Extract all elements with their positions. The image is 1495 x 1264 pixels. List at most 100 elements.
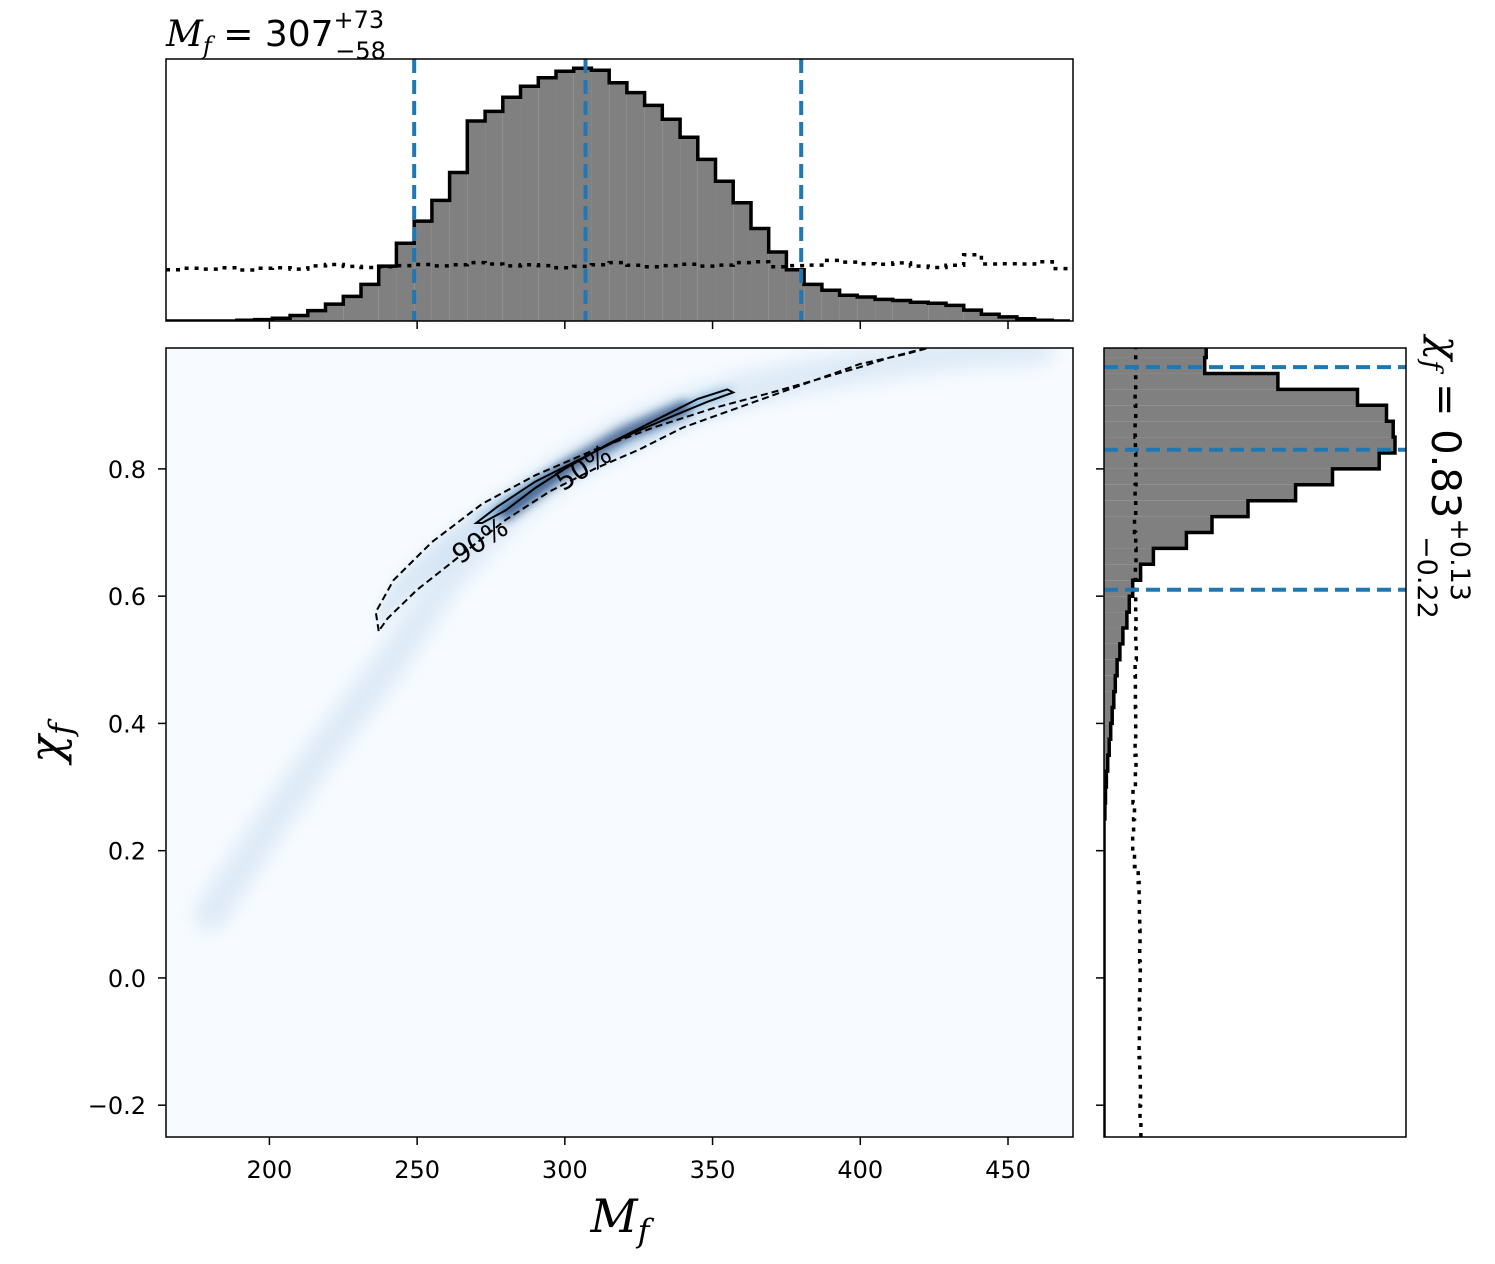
mf-posterior-bar [414, 221, 432, 321]
mf-posterior-bar [892, 300, 911, 321]
y-tick-label: −0.2 [88, 1092, 146, 1120]
y-axis-label: χf [19, 718, 80, 766]
chi-posterior-bar [1104, 452, 1380, 469]
joint-panel: 90%50% 200 250 300 350 400 450 −0.20.00.20.40… [19, 347, 1074, 1250]
mf-posterior-bar [307, 310, 326, 321]
mf-posterior-bar [662, 119, 681, 321]
mf-posterior-bar [981, 314, 1000, 321]
x-tick-label: 400 [837, 1156, 883, 1184]
mf-posterior-bar [290, 315, 308, 321]
mf-posterior-bar [644, 105, 663, 321]
chi-posterior-bar [1104, 612, 1127, 628]
mf-posterior-bar [360, 284, 379, 321]
x-axis-label: Mf [590, 1189, 655, 1250]
chi-posterior-outline [1104, 348, 1397, 1137]
mf-posterior-bar [343, 296, 361, 321]
mf-posterior-bar [555, 71, 574, 321]
chi-posterior-bar [1104, 564, 1141, 581]
x-tick-label: 200 [246, 1156, 292, 1184]
mf-posterior-bar [538, 77, 556, 321]
chi-posterior-bar [1104, 580, 1133, 597]
mf-posterior-bar [804, 284, 822, 321]
joint-y-ticks: −0.2 0.0 0.2 0.4 0.6 0.8 [88, 456, 166, 1120]
chi-posterior-bar [1104, 421, 1394, 438]
chi-posterior-bar [1104, 405, 1387, 422]
mf-posterior-bar [910, 302, 929, 321]
mf-posterior-outline [166, 66, 1070, 321]
mf-posterior-bar [839, 295, 858, 321]
chi-posterior-bar [1104, 691, 1114, 708]
mf-posterior-bar [715, 181, 734, 321]
mf-posterior-bar [325, 304, 344, 321]
mf-posterior-bar [396, 243, 415, 321]
chi-posterior-bar [1104, 373, 1278, 390]
mf-posterior-bar [999, 316, 1017, 321]
mf-posterior-bar [928, 303, 946, 321]
mf-posterior-bar [520, 86, 539, 321]
chi-posterior-bar [1104, 548, 1154, 565]
mf-posterior-bar [821, 290, 840, 321]
mf-marginal-ticks [268, 321, 1009, 329]
joint-x-ticks: 200 250 300 350 400 450 [246, 1137, 1031, 1184]
chi-posterior-bar [1104, 627, 1123, 644]
chi-marginal-title: χf = 0.83+0.13−0.22 [1411, 333, 1475, 619]
contour-90pct [374, 348, 929, 634]
mf-histogram [166, 59, 1070, 321]
mf-posterior-bar [733, 202, 751, 321]
mf-posterior-bar [431, 200, 450, 321]
x-tick-label: 250 [394, 1156, 440, 1184]
mf-marginal-panel: Mf = 307+73 −58 [165, 6, 1074, 329]
chi-marginal-panel: χf = 0.83+0.13−0.22 [1096, 333, 1475, 1138]
mf-posterior-bar [945, 305, 964, 321]
chi-posterior-bar [1104, 739, 1110, 756]
chi-posterior-bar [1104, 348, 1207, 358]
mf-posterior-bar [963, 310, 982, 321]
y-tick-label: 0.6 [108, 583, 146, 611]
contour-50pct [473, 388, 736, 524]
chi-posterior-bar [1104, 643, 1120, 660]
mf-posterior-bar [697, 159, 716, 321]
chi-posterior-bar [1104, 707, 1113, 724]
chi-posterior-bar [1104, 500, 1248, 517]
y-tick-label: 0.0 [108, 965, 146, 993]
mf-posterior-bar [609, 82, 627, 321]
chi-prior-outline [1130, 348, 1143, 1137]
mf-posterior-bar [378, 266, 397, 321]
mf-posterior-bar [502, 97, 521, 321]
chi-posterior-bar [1104, 389, 1358, 406]
chi-posterior-bar [1104, 723, 1111, 740]
chi-posterior-bar [1104, 532, 1187, 549]
y-tick-label: 0.2 [108, 838, 146, 866]
chi-posterior-bar [1104, 596, 1130, 613]
mf-posterior-bar [768, 251, 787, 321]
chi-posterior-bar [1104, 675, 1116, 692]
joint-panel-background [166, 348, 1073, 1137]
mf-posterior-bar [467, 120, 486, 321]
chi-posterior-bar [1104, 516, 1212, 533]
mf-posterior-bar [485, 111, 503, 321]
chi-marginal-frame [1103, 347, 1407, 1138]
x-tick-label: 350 [690, 1156, 736, 1184]
y-tick-label: 0.4 [108, 710, 146, 738]
chi-posterior-bar [1104, 659, 1118, 676]
chi-posterior-bar [1104, 484, 1296, 501]
mf-posterior-bar [591, 70, 610, 321]
mf-marginal-title: Mf = 307+73 −58 [165, 6, 386, 65]
mf-posterior-bar [573, 68, 592, 321]
mf-posterior-bar [449, 172, 468, 321]
x-tick-label: 300 [542, 1156, 588, 1184]
mf-posterior-bar [626, 92, 645, 321]
chi-posterior-bar [1104, 755, 1108, 772]
mf-posterior-bar [750, 228, 769, 321]
mf-marginal-frame [165, 58, 1074, 322]
x-tick-label: 450 [985, 1156, 1031, 1184]
joint-panel-frame [165, 347, 1074, 1138]
chi-marginal-ticks [1096, 468, 1104, 1106]
mf-posterior-bar [680, 137, 698, 321]
chi-histogram [1104, 348, 1406, 1137]
credible-contours [374, 348, 929, 634]
mf-posterior-bar [875, 299, 893, 321]
chi-posterior-bar [1104, 468, 1333, 485]
y-tick-label: 0.8 [108, 456, 146, 484]
